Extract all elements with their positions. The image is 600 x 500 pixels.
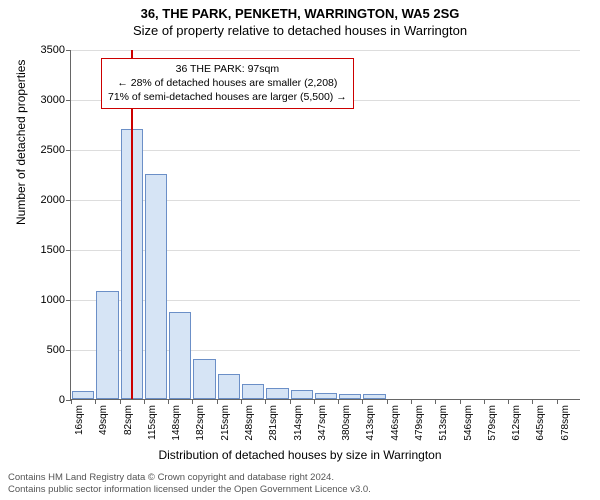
- chart-title-sub: Size of property relative to detached ho…: [0, 21, 600, 38]
- x-tick-mark: [217, 399, 218, 404]
- x-tick-mark: [362, 399, 363, 404]
- reference-info-box: 36 THE PARK: 97sqm ← 28% of detached hou…: [101, 58, 354, 109]
- chart-title-main: 36, THE PARK, PENKETH, WARRINGTON, WA5 2…: [0, 0, 600, 21]
- info-line-2: ← 28% of detached houses are smaller (2,…: [108, 76, 347, 90]
- x-tick-label: 479sqm: [414, 405, 425, 441]
- y-axis-label: Number of detached properties: [14, 60, 28, 225]
- x-tick-label: 678sqm: [560, 405, 571, 441]
- y-tick-label: 3000: [41, 94, 65, 106]
- x-tick-mark: [241, 399, 242, 404]
- x-tick-label: 248sqm: [244, 405, 255, 441]
- x-tick-mark: [435, 399, 436, 404]
- histogram-bar: [72, 391, 94, 399]
- x-tick-label: 16sqm: [74, 405, 85, 435]
- y-tick-label: 3500: [41, 44, 65, 56]
- histogram-bar: [218, 374, 240, 399]
- x-tick-label: 645sqm: [535, 405, 546, 441]
- x-tick-label: 347sqm: [317, 405, 328, 441]
- grid-line: [71, 150, 580, 151]
- histogram-bar: [145, 174, 167, 399]
- histogram-bar: [315, 393, 337, 399]
- y-tick-label: 2500: [41, 144, 65, 156]
- histogram-bar: [266, 388, 288, 399]
- x-tick-mark: [508, 399, 509, 404]
- x-tick-mark: [168, 399, 169, 404]
- x-tick-label: 579sqm: [487, 405, 498, 441]
- grid-line: [71, 50, 580, 51]
- histogram-bar: [339, 394, 361, 399]
- histogram-bar: [169, 312, 191, 399]
- x-tick-mark: [460, 399, 461, 404]
- x-tick-mark: [411, 399, 412, 404]
- x-tick-mark: [557, 399, 558, 404]
- x-tick-label: 215sqm: [220, 405, 231, 441]
- y-tick-label: 1500: [41, 244, 65, 256]
- x-tick-mark: [290, 399, 291, 404]
- x-tick-mark: [338, 399, 339, 404]
- x-tick-mark: [387, 399, 388, 404]
- histogram-bar: [96, 291, 118, 399]
- x-axis-label: Distribution of detached houses by size …: [0, 448, 600, 462]
- x-tick-label: 148sqm: [171, 405, 182, 441]
- chart-plot-area: 050010001500200025003000350016sqm49sqm82…: [70, 50, 580, 400]
- x-tick-label: 314sqm: [293, 405, 304, 441]
- histogram-bar: [193, 359, 215, 399]
- y-tick-label: 0: [59, 394, 65, 406]
- histogram-bar: [363, 394, 385, 399]
- y-tick-label: 500: [47, 344, 65, 356]
- x-tick-label: 413sqm: [365, 405, 376, 441]
- footer-attribution: Contains HM Land Registry data © Crown c…: [8, 472, 592, 496]
- x-tick-label: 182sqm: [195, 405, 206, 441]
- y-tick-label: 1000: [41, 294, 65, 306]
- footer-line-2: Contains public sector information licen…: [8, 484, 592, 496]
- info-line-3: 71% of semi-detached houses are larger (…: [108, 90, 347, 104]
- info-line-1: 36 THE PARK: 97sqm: [108, 62, 347, 76]
- x-tick-label: 513sqm: [438, 405, 449, 441]
- y-tick-label: 2000: [41, 194, 65, 206]
- x-tick-label: 281sqm: [268, 405, 279, 441]
- y-tick-mark: [66, 50, 71, 51]
- x-tick-mark: [95, 399, 96, 404]
- x-tick-mark: [265, 399, 266, 404]
- x-tick-label: 612sqm: [511, 405, 522, 441]
- x-tick-label: 82sqm: [123, 405, 134, 435]
- footer-line-1: Contains HM Land Registry data © Crown c…: [8, 472, 592, 484]
- x-tick-label: 380sqm: [341, 405, 352, 441]
- y-tick-mark: [66, 150, 71, 151]
- x-tick-label: 546sqm: [463, 405, 474, 441]
- x-tick-label: 446sqm: [390, 405, 401, 441]
- x-tick-mark: [192, 399, 193, 404]
- x-tick-mark: [120, 399, 121, 404]
- histogram-bar: [242, 384, 264, 399]
- x-tick-mark: [314, 399, 315, 404]
- y-tick-mark: [66, 250, 71, 251]
- y-tick-mark: [66, 300, 71, 301]
- x-tick-mark: [71, 399, 72, 404]
- x-tick-mark: [532, 399, 533, 404]
- x-tick-label: 49sqm: [98, 405, 109, 435]
- histogram-bar: [291, 390, 313, 399]
- x-tick-mark: [484, 399, 485, 404]
- x-tick-label: 115sqm: [147, 405, 158, 440]
- y-tick-mark: [66, 350, 71, 351]
- y-tick-mark: [66, 100, 71, 101]
- x-tick-mark: [144, 399, 145, 404]
- y-tick-mark: [66, 200, 71, 201]
